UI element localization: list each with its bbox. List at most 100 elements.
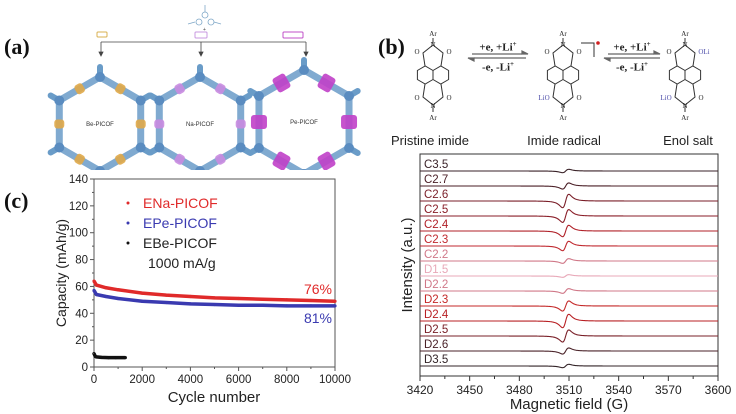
redox-arrows bbox=[467, 50, 661, 62]
cycling-y-axis-label: Capacity (mAh/g) bbox=[53, 219, 69, 327]
epr-trace bbox=[420, 288, 718, 294]
epr-trace-label: C2.6 bbox=[424, 189, 448, 201]
node-icon bbox=[154, 95, 165, 106]
data-point bbox=[114, 356, 118, 360]
epr-x-tick-label: 3510 bbox=[556, 383, 583, 397]
o-label: O bbox=[446, 94, 451, 102]
data-point bbox=[104, 294, 108, 299]
epr-x-tick-label: 3540 bbox=[605, 383, 632, 397]
epr-x-tick-label: 3570 bbox=[655, 383, 682, 397]
o-label: O bbox=[544, 48, 549, 56]
linker-icon bbox=[74, 83, 85, 95]
linker-icon bbox=[115, 83, 126, 95]
molecule-structure: Ar Ar N N O OLi LiO O bbox=[660, 30, 709, 122]
linker-icon bbox=[215, 83, 226, 95]
o-label: O bbox=[414, 94, 419, 102]
epr-trace-label: C2.3 bbox=[424, 234, 448, 246]
linker-icon bbox=[272, 151, 291, 170]
node-icon bbox=[135, 95, 146, 106]
n-label: N bbox=[682, 102, 687, 110]
synthesis-bracket bbox=[98, 41, 309, 57]
panel-label-b: (b) bbox=[378, 34, 405, 59]
data-point bbox=[104, 286, 108, 290]
legend-label: ENa-PICOF bbox=[143, 195, 218, 211]
be-linker-icon bbox=[96, 31, 108, 38]
cof-hexagon: Na-PICOF bbox=[147, 64, 253, 170]
framework-label: Na-PICOF bbox=[186, 122, 214, 128]
molecule-label-pristine: Pristine imide bbox=[390, 133, 470, 148]
node-icon bbox=[299, 65, 309, 75]
arrow-2-forward: +e, +Li+ bbox=[613, 40, 651, 54]
linker-icon bbox=[250, 115, 267, 129]
molecule-label-enol: Enol salt bbox=[663, 133, 713, 148]
epr-trace bbox=[420, 168, 718, 174]
n-label: N bbox=[560, 41, 565, 49]
epr-y-axis-label: Intensity (a.u.) bbox=[399, 217, 416, 312]
data-point bbox=[333, 304, 337, 308]
epr-trace-label: D3.5 bbox=[424, 354, 448, 366]
epr-trace-label: C3.5 bbox=[424, 159, 448, 171]
data-point bbox=[106, 356, 111, 360]
epr-trace-label: D2.5 bbox=[424, 324, 448, 336]
molecule-label-radical: Imide radical bbox=[527, 133, 601, 148]
epr-frame bbox=[419, 153, 719, 377]
epr-trace bbox=[420, 182, 718, 190]
node-icon bbox=[301, 169, 307, 170]
data-point bbox=[309, 304, 313, 308]
linker-icon bbox=[135, 119, 146, 129]
legend-marker bbox=[126, 201, 130, 205]
o-label: O bbox=[698, 94, 703, 102]
y-tick-label: 60 bbox=[75, 281, 88, 293]
linker-icon bbox=[272, 73, 291, 93]
arrow-1-forward: +e, +Li+ bbox=[479, 40, 517, 54]
linker-icon bbox=[341, 115, 358, 129]
node-icon bbox=[344, 143, 355, 153]
epr-x-tick-label: 3450 bbox=[456, 383, 483, 397]
n-label: N bbox=[682, 41, 687, 49]
molecule-structure: Ar Ar N N O O O O bbox=[414, 30, 451, 122]
y-tick-label: 20 bbox=[75, 335, 88, 347]
radical-dot-icon bbox=[596, 41, 600, 45]
linker-icon bbox=[54, 119, 65, 129]
epr-trace bbox=[420, 347, 718, 355]
data-point bbox=[285, 304, 289, 308]
y-tick-label: 0 bbox=[82, 362, 88, 374]
epr-trace-label: D2.4 bbox=[424, 309, 449, 321]
ar-label: Ar bbox=[559, 114, 567, 122]
data-point bbox=[164, 300, 168, 305]
y-tick-label: 40 bbox=[75, 308, 88, 320]
arrow-1-backward: -e, -Li+ bbox=[481, 60, 515, 74]
ar-label: Ar bbox=[429, 30, 437, 38]
epr-trace bbox=[420, 258, 718, 264]
epr-trace-label: C2.5 bbox=[424, 204, 448, 216]
legend-label: EBe-PICOF bbox=[143, 235, 217, 251]
node-icon bbox=[344, 91, 355, 101]
data-point bbox=[140, 299, 144, 303]
framework-label: Pe-PICOF bbox=[290, 120, 318, 126]
data-point bbox=[309, 298, 313, 303]
cof-hexagon: Pe-PICOF bbox=[247, 57, 361, 170]
data-point bbox=[92, 279, 96, 283]
current-density-note: 1000 mA/g bbox=[148, 255, 216, 271]
x-tick-label: 2000 bbox=[129, 374, 155, 386]
linker-icon bbox=[74, 153, 85, 165]
node-icon bbox=[253, 91, 264, 101]
data-point bbox=[261, 303, 265, 307]
x-tick-label: 8000 bbox=[274, 374, 300, 386]
panel-label-a: (a) bbox=[4, 34, 30, 59]
data-point bbox=[164, 293, 168, 297]
x-tick-label: 0 bbox=[91, 374, 97, 386]
epr-trace bbox=[420, 240, 718, 252]
legend-marker bbox=[126, 221, 130, 225]
radical-bracket bbox=[581, 42, 595, 57]
epr-trace bbox=[420, 363, 718, 369]
epr-trace-label: C2.2 bbox=[424, 249, 448, 261]
linker-icon bbox=[317, 151, 336, 170]
lio-label: LiO bbox=[538, 94, 549, 102]
n-label: N bbox=[430, 102, 435, 110]
node-icon bbox=[235, 95, 246, 106]
retention-annotation: 76% bbox=[304, 281, 332, 297]
epr-trace-label: D2.3 bbox=[424, 294, 448, 306]
legend-marker bbox=[126, 241, 130, 245]
epr-trace-label: D1.5 bbox=[424, 264, 448, 276]
